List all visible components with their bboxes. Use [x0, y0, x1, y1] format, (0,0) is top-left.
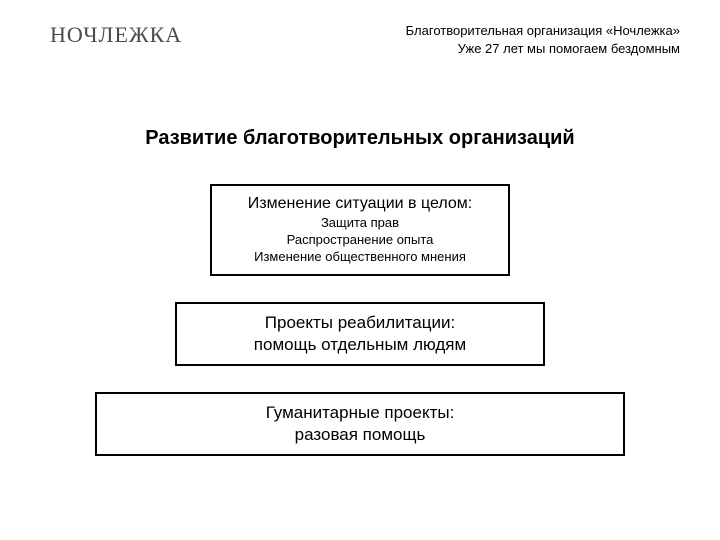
logo: НОЧЛЕЖКА — [50, 22, 182, 48]
tier-top: Изменение ситуации в целом: Защита прав … — [210, 184, 510, 275]
tier-top-sub-3: Изменение общественного мнения — [224, 249, 496, 266]
tier-middle-sub-1: помощь отдельным людям — [189, 334, 531, 356]
pyramid-diagram: Изменение ситуации в целом: Защита прав … — [0, 184, 720, 456]
tier-top-sub-1: Защита прав — [224, 215, 496, 232]
tier-bottom-heading: Гуманитарные проекты: — [109, 402, 611, 424]
page-title: Развитие благотворительных организаций — [0, 127, 720, 150]
org-info: Благотворительная организация «Ночлежка»… — [406, 22, 680, 57]
org-line-2: Уже 27 лет мы помогаем бездомным — [406, 40, 680, 58]
tier-middle: Проекты реабилитации: помощь отдельным л… — [175, 302, 545, 366]
tier-top-heading: Изменение ситуации в целом: — [224, 194, 496, 215]
tier-bottom-sub-1: разовая помощь — [109, 424, 611, 446]
tier-bottom: Гуманитарные проекты: разовая помощь — [95, 392, 625, 456]
tier-top-sub-2: Распространение опыта — [224, 232, 496, 249]
tier-middle-heading: Проекты реабилитации: — [189, 312, 531, 334]
org-line-1: Благотворительная организация «Ночлежка» — [406, 22, 680, 40]
header: НОЧЛЕЖКА Благотворительная организация «… — [0, 0, 720, 57]
